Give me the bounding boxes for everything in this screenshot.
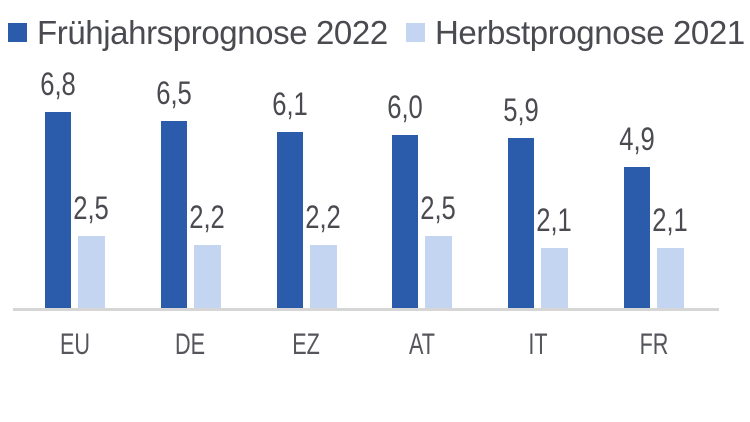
value-label-fruehjahrsprognose-ez: 6,1: [271, 86, 308, 122]
bar-herbstprognose-fr: [657, 248, 684, 308]
value-label-fruehjahrsprognose-it: 5,9: [503, 92, 539, 128]
value-label-herbstprognose-fr: 2,1: [652, 202, 688, 238]
bar-fruehjahrsprognose-at: [392, 135, 419, 308]
legend-item-fruehjahrsprognose-2022: Frühjahrsprognose 2022: [8, 14, 388, 52]
value-label-fruehjahrsprognose-eu: 6,8: [40, 66, 76, 102]
bar-fruehjahrsprognose-de: [160, 121, 187, 308]
legend-item-herbstprognose-2021: Herbstprognose 2021: [406, 14, 745, 52]
legend-label: Herbstprognose 2021: [435, 14, 745, 51]
category-label-ez: EZ: [292, 328, 320, 361]
value-label-herbstprognose-it: 2,1: [536, 202, 572, 238]
value-label-fruehjahrsprognose-fr: 4,9: [619, 121, 655, 157]
value-label-herbstprognose-at: 2,5: [420, 190, 457, 226]
legend-label: Frühjahrsprognose 2022: [37, 14, 388, 51]
value-label-herbstprognose-ez: 2,2: [304, 199, 341, 235]
bar-herbstprognose-ez: [309, 245, 337, 308]
bar-fruehjahrsprognose-fr: [624, 167, 650, 308]
value-label-herbstprognose-de: 2,2: [188, 199, 225, 235]
bar-fruehjahrsprognose-it: [508, 138, 535, 308]
value-label-fruehjahrsprognose-de: 6,5: [155, 75, 192, 111]
value-label-herbstprognose-eu: 2,5: [73, 190, 109, 226]
bar-fruehjahrsprognose-ez: [276, 132, 303, 308]
bar-herbstprognose-it: [541, 248, 569, 308]
value-label-fruehjahrsprognose-at: 6,0: [387, 89, 424, 125]
category-label-eu: EU: [59, 328, 90, 361]
category-label-it: IT: [528, 328, 548, 361]
category-label-de: DE: [175, 328, 206, 361]
bar-herbstprognose-at: [425, 236, 453, 308]
x-axis-line: [13, 308, 719, 311]
legend-swatch-dark-blue: [8, 23, 27, 43]
bar-herbstprognose-de: [193, 245, 221, 308]
bar-herbstprognose-eu: [78, 236, 105, 308]
category-label-at: AT: [408, 328, 435, 361]
legend-swatch-light-blue: [406, 23, 425, 43]
category-label-fr: FR: [639, 328, 668, 361]
bar-fruehjahrsprognose-eu: [45, 112, 71, 308]
